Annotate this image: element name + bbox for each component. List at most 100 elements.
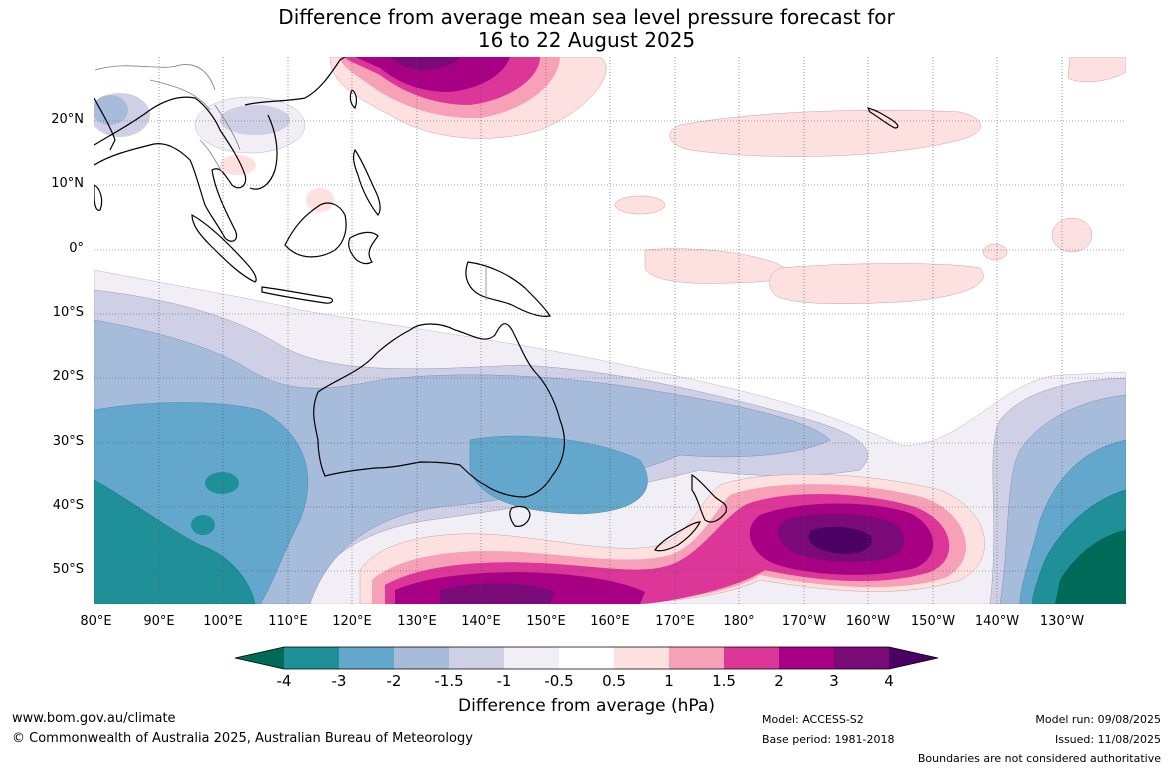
colorbar-tick-label: -2 — [386, 672, 402, 690]
colorbar-tick-label: 3 — [829, 672, 839, 690]
lon-label: 150°E — [526, 614, 566, 629]
country-borders — [94, 64, 487, 300]
lon-label: 90°E — [143, 614, 175, 629]
anomaly-neg2-central — [469, 435, 648, 515]
asia-borders — [94, 64, 241, 173]
colorbar-tick-label: -1.5 — [434, 672, 464, 690]
colorbar-bin — [779, 647, 834, 669]
colorbar-tick-label: 4 — [884, 672, 894, 690]
anomaly-pos4-nz — [808, 526, 872, 554]
lon-label: 110°E — [268, 614, 308, 629]
colorbar-bin — [614, 647, 669, 669]
model-name: Model: ACCESS-S2 — [762, 713, 864, 726]
lon-label: 170°W — [781, 614, 827, 629]
coastlines — [94, 57, 899, 552]
new-zealand-north — [691, 473, 727, 523]
colorbar-bin — [339, 647, 394, 669]
colorbar-bin — [284, 647, 339, 669]
anomaly-pos05-pacific-band — [669, 109, 981, 157]
copyright-text: © Commonwealth of Australia 2025, Austra… — [12, 731, 473, 746]
colorbar-extend-low — [235, 647, 284, 669]
anomaly-pos05-borneo — [306, 188, 334, 212]
lon-label: 100°E — [203, 614, 243, 629]
colorbar-tick-label: -3 — [331, 672, 347, 690]
sulawesi-outline — [348, 231, 379, 265]
base-period: Base period: 1981-2018 — [762, 733, 895, 746]
lon-grid — [158, 57, 1063, 604]
anomaly-pos3-south — [440, 583, 555, 604]
lon-label: 160°E — [590, 614, 630, 629]
lat-label: 20°N — [51, 112, 84, 127]
sri-lanka-outline — [94, 184, 103, 211]
colorbar-tick-label: -4 — [276, 672, 292, 690]
model-run-date: Model run: 09/08/2025 — [1035, 713, 1161, 726]
lat-label: 40°S — [52, 498, 84, 513]
anomaly-pos05-ne-corner — [1067, 57, 1126, 83]
map-title-line1: Difference from average mean sea level p… — [278, 5, 895, 29]
colorbar — [234, 646, 939, 670]
colorbar-bin — [394, 647, 449, 669]
lon-label: 180° — [723, 614, 755, 629]
lon-label: 140°W — [974, 614, 1020, 629]
vietnam-coast — [249, 114, 278, 190]
lon-label: 130°W — [1039, 614, 1085, 629]
anomaly-neg1-indochina — [220, 105, 290, 135]
anomaly-pos05-small3 — [982, 243, 1008, 261]
anomaly-neg3-spot1 — [205, 472, 239, 494]
boundaries-disclaimer: Boundaries are not considered authoritat… — [917, 752, 1161, 765]
issued-date: Issued: 11/08/2025 — [1054, 733, 1161, 746]
sumatra-outline — [191, 213, 257, 283]
lon-label: 80°E — [80, 614, 112, 629]
colorbar-bin — [669, 647, 724, 669]
lat-label: 30°S — [52, 434, 84, 449]
anomaly-neg4-east — [1055, 530, 1126, 604]
colorbar-tick-label: -0.5 — [544, 672, 574, 690]
new-guinea-outline — [465, 261, 551, 317]
anomaly-pos05-thai — [220, 155, 256, 175]
lat-label: 20°S — [52, 369, 84, 384]
lon-label: 120°E — [332, 614, 372, 629]
colorbar-bin — [504, 647, 559, 669]
hawaii-outline — [866, 107, 899, 129]
colorbar-bin — [834, 647, 889, 669]
website-link[interactable]: www.bom.gov.au/climate — [12, 711, 176, 726]
lon-label: 140°E — [461, 614, 501, 629]
asia-mainland — [94, 96, 247, 242]
lon-label: 170°E — [655, 614, 695, 629]
india-outline — [94, 97, 116, 151]
colorbar-extend-high — [889, 647, 938, 669]
colorbar-tick-label: 1.5 — [712, 672, 736, 690]
anomaly-field — [94, 57, 1126, 604]
lon-label: 130°E — [397, 614, 437, 629]
anomaly-pos3-north — [390, 57, 460, 70]
anomaly-neg3-west — [94, 479, 256, 604]
colorbar-tick-label: 1 — [664, 672, 674, 690]
colorbar-bin — [449, 647, 504, 669]
lat-label: 0° — [69, 241, 84, 256]
colorbar-title: Difference from average (hPa) — [458, 696, 715, 716]
colorbar-outline — [234, 646, 939, 670]
lon-label: 150°W — [910, 614, 956, 629]
taiwan-outline — [349, 89, 358, 109]
anomaly-neg3-spot2 — [191, 515, 215, 535]
colorbar-bin — [559, 647, 614, 669]
australia-outline — [313, 323, 566, 498]
lat-label: 50°S — [52, 562, 84, 577]
colorbar-bin — [724, 647, 779, 669]
colorbar-tick-label: -1 — [496, 672, 512, 690]
lat-label: 10°S — [52, 305, 84, 320]
anomaly-pos05-small2 — [1051, 217, 1093, 253]
anomaly-neg15-arabian — [94, 95, 128, 125]
anomaly-pos05-small1 — [614, 195, 666, 215]
borneo-outline — [284, 202, 347, 258]
lat-label: 10°N — [51, 176, 84, 191]
philippines-outline — [352, 148, 381, 216]
map-title-line2: 16 to 22 August 2025 — [477, 28, 696, 52]
anomaly-pos05-central-pacific — [769, 263, 984, 304]
colorbar-tick-label: 2 — [774, 672, 784, 690]
lon-label: 160°W — [845, 614, 891, 629]
anomaly-pos2-north — [355, 57, 510, 92]
new-zealand-south — [654, 521, 701, 552]
java-outline — [261, 286, 334, 304]
